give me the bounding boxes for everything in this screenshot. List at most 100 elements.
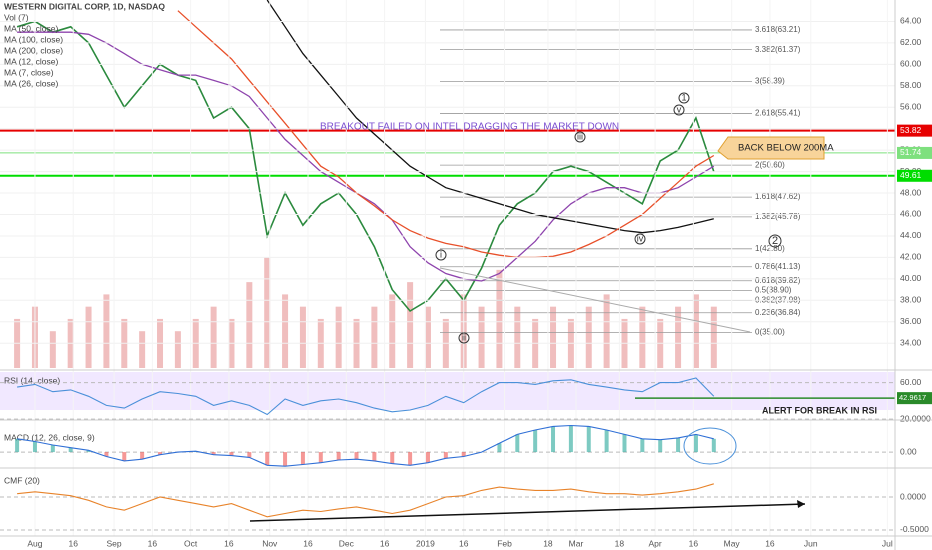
x-tick-label: 16 bbox=[765, 538, 775, 548]
wave-circle bbox=[435, 249, 447, 261]
volume-bar bbox=[49, 331, 56, 368]
macd-bar bbox=[586, 426, 591, 453]
volume-bar bbox=[710, 306, 717, 368]
arrow-head bbox=[797, 500, 805, 508]
volume-bar bbox=[371, 306, 378, 368]
y-tick-label: 44.00 bbox=[900, 230, 922, 240]
volume-bar bbox=[424, 306, 431, 368]
wave-label: i bbox=[440, 249, 442, 259]
x-tick-label: Aug bbox=[27, 538, 42, 548]
x-tick-label: Dec bbox=[339, 538, 355, 548]
x-tick-label: 16 bbox=[69, 538, 79, 548]
legend-entry: Vol (7) bbox=[4, 12, 29, 22]
x-tick-label: Apr bbox=[648, 538, 661, 548]
macd-bar bbox=[443, 452, 448, 459]
macd-bar bbox=[551, 426, 556, 453]
y-tick-label: 42.00 bbox=[900, 252, 922, 262]
x-tick-label: May bbox=[724, 538, 741, 548]
macd-bar bbox=[265, 452, 270, 466]
macd-bar bbox=[711, 438, 716, 453]
volume-bar bbox=[550, 306, 557, 368]
level-tag bbox=[897, 169, 932, 182]
panel-label: CMF (20) bbox=[4, 475, 40, 485]
y-tick-label: 0.00 bbox=[900, 446, 917, 456]
series-line bbox=[16, 20, 715, 313]
rsi-band bbox=[0, 372, 895, 410]
fib-label: 1.382(45.78) bbox=[755, 212, 801, 221]
volume-bar bbox=[389, 294, 396, 368]
series-line bbox=[17, 377, 715, 416]
volume-bar bbox=[639, 306, 646, 368]
panel-label: MACD (12, 26, close, 9) bbox=[4, 432, 95, 442]
series-line bbox=[17, 31, 715, 282]
series-line bbox=[266, 0, 714, 234]
y-tick-label: 48.00 bbox=[900, 187, 922, 197]
macd-bar bbox=[658, 439, 663, 453]
wave-circle bbox=[678, 92, 690, 104]
chart-title: WESTERN DIGITAL CORP, 1D, NASDAQ bbox=[4, 1, 165, 11]
volume-bar bbox=[675, 306, 682, 368]
fib-label: 1.618(47.62) bbox=[755, 192, 801, 201]
price-panel: 3.618(63.21)3.382(61.37)3(58.39)2.618(55… bbox=[0, 0, 895, 368]
y-tick-label: 60.00 bbox=[900, 377, 922, 387]
x-tick-label: 18 bbox=[615, 538, 625, 548]
y-tick-label: 34.00 bbox=[900, 337, 922, 347]
y-tick-label: 58.00 bbox=[900, 80, 922, 90]
fib-label: 2.618(55.41) bbox=[755, 109, 801, 118]
macd-bar bbox=[122, 452, 127, 461]
volume-bar bbox=[496, 269, 503, 368]
level-label: 49.61 bbox=[900, 170, 922, 180]
macd-bar bbox=[497, 443, 502, 453]
volume-bar bbox=[282, 294, 289, 368]
macd-bar bbox=[32, 441, 37, 453]
panel-label: RSI (14, close) bbox=[4, 375, 60, 385]
fib-label: 0.618(39.82) bbox=[755, 276, 801, 285]
fib-label: 0.236(36.84) bbox=[755, 308, 801, 317]
macd-bar bbox=[533, 429, 538, 453]
x-tick-label: 16 bbox=[689, 538, 699, 548]
macd-bar bbox=[318, 452, 323, 463]
macd-bar bbox=[604, 429, 609, 453]
y-tick-label: -0.5000 bbox=[900, 524, 929, 534]
legend-entry: MA (200, close) bbox=[4, 45, 63, 55]
macd-bar bbox=[50, 445, 55, 453]
fib-label: 3.382(61.37) bbox=[755, 45, 801, 54]
y-tick-label: 56.00 bbox=[900, 101, 922, 111]
volume-bar bbox=[264, 257, 271, 368]
macd-bar bbox=[461, 452, 466, 457]
x-tick-label: Oct bbox=[184, 538, 198, 548]
level-tag bbox=[897, 146, 932, 159]
macd-bar bbox=[158, 452, 163, 455]
macd-bar bbox=[640, 438, 645, 453]
legend-entry: MA (26, close) bbox=[4, 78, 58, 88]
volume-bar bbox=[103, 294, 110, 368]
trend-line bbox=[439, 267, 751, 333]
series-line bbox=[17, 483, 714, 518]
wave-label: iii bbox=[577, 131, 583, 141]
wave-label: iv bbox=[637, 233, 644, 243]
macd-bar bbox=[372, 452, 377, 461]
alert-label: 42.9617 bbox=[899, 393, 926, 402]
x-tick-label: Feb bbox=[497, 538, 512, 548]
macd-bar bbox=[68, 447, 73, 453]
wave-circle bbox=[574, 131, 586, 143]
volume-bar bbox=[299, 306, 306, 368]
annotation: BREAKOUT FAILED ON INTEL DRAGGING THE MA… bbox=[320, 122, 619, 133]
wave-circle bbox=[634, 233, 646, 245]
series-line bbox=[17, 424, 714, 467]
y-tick-label: 62.00 bbox=[900, 37, 922, 47]
macd-bar bbox=[425, 452, 430, 463]
macd-bar bbox=[86, 450, 91, 453]
x-tick-label: Nov bbox=[262, 538, 278, 548]
volume-bar bbox=[139, 331, 146, 368]
volume-bar bbox=[210, 306, 217, 368]
macd-bar bbox=[211, 452, 216, 455]
annotation: ALERT FOR BREAK IN RSI bbox=[762, 405, 877, 415]
volume-bar bbox=[174, 331, 181, 368]
volume-bar bbox=[603, 294, 610, 368]
macd-bar bbox=[300, 452, 305, 465]
annotation: BACK BELOW 200MA bbox=[738, 143, 834, 154]
macd-bar bbox=[140, 452, 145, 460]
x-tick-label: 16 bbox=[459, 538, 469, 548]
